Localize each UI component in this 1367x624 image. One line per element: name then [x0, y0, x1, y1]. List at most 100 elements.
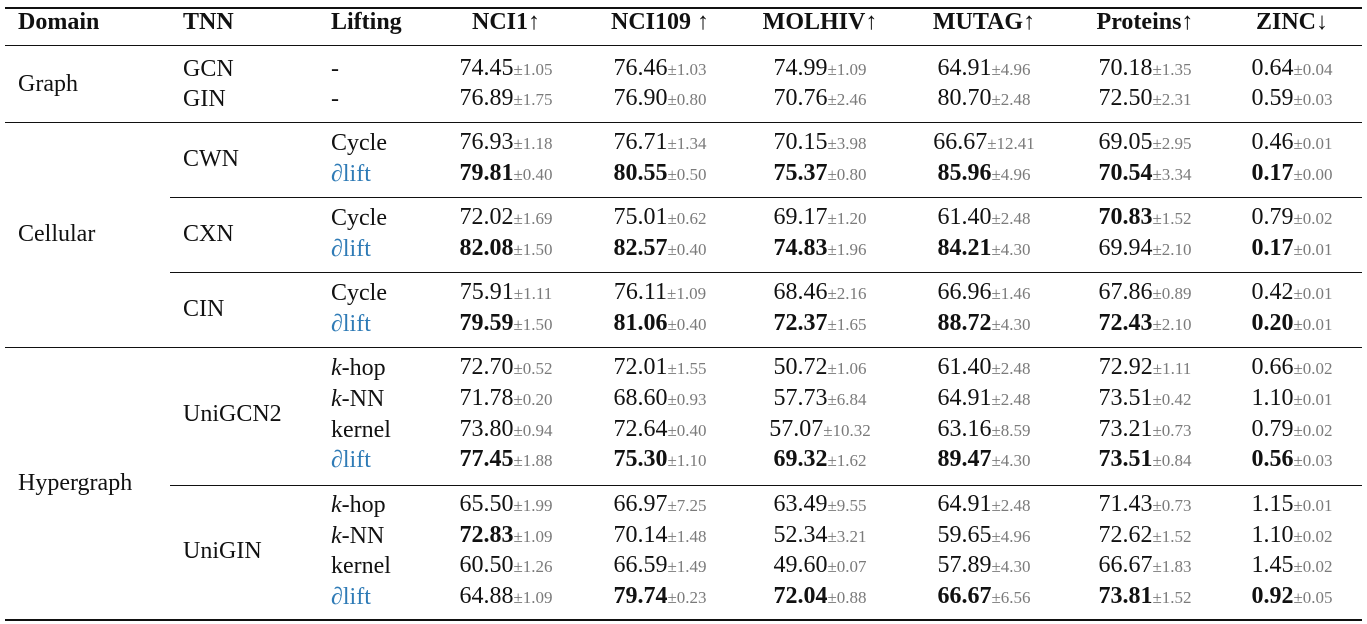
metric-cell: 63.16±8.59	[937, 415, 1030, 445]
lifting-variable: k	[331, 386, 342, 412]
metric-cell: 71.78±0.20	[459, 384, 552, 414]
metric-std: ±1.09	[827, 60, 867, 79]
metric-std: ±1.05	[513, 60, 553, 79]
metric-cell: 65.50±1.99	[459, 490, 552, 520]
metric-cell: 0.59±0.03	[1251, 84, 1332, 114]
column-header: NCI109 ↑	[610, 9, 710, 35]
metric-std: ±4.96	[991, 60, 1031, 79]
metric-std: ±0.02	[1293, 209, 1333, 228]
metric-mean: 61.40	[937, 354, 992, 380]
metric-std: ±0.40	[513, 165, 553, 184]
metric-std: ±0.89	[1152, 284, 1192, 303]
metric-mean: 88.72	[937, 310, 992, 336]
metric-std: ±4.96	[991, 165, 1031, 184]
lifting-cell: k-NN	[331, 385, 384, 413]
metric-cell: 57.73±6.84	[773, 384, 866, 414]
metric-mean: 70.15	[773, 129, 828, 155]
metric-std: ±0.04	[1293, 60, 1333, 79]
metric-std: ±2.16	[827, 284, 867, 303]
metric-mean: 69.32	[773, 446, 828, 472]
metric-std: ±2.48	[991, 359, 1031, 378]
metric-std: ±0.23	[667, 588, 707, 607]
metric-std: ±3.34	[1152, 165, 1192, 184]
metric-cell: 0.42±0.01	[1251, 278, 1332, 308]
metric-mean: 89.47	[937, 446, 992, 472]
metric-std: ±1.50	[513, 240, 553, 259]
metric-std: ±0.01	[1293, 390, 1333, 409]
metric-cell: 74.99±1.09	[773, 54, 866, 84]
metric-cell: 57.07±10.32	[769, 415, 871, 445]
metric-cell: 70.76±2.46	[773, 84, 866, 114]
metric-std: ±1.88	[513, 451, 553, 470]
metric-std: ±0.52	[513, 359, 553, 378]
metric-cell: 76.71±1.34	[613, 128, 706, 158]
metric-std: ±0.80	[827, 165, 867, 184]
lifting-label: ∂lift	[331, 161, 371, 187]
metric-std: ±1.46	[991, 284, 1031, 303]
metric-cell: 1.10±0.02	[1251, 521, 1332, 551]
metric-mean: 76.93	[459, 129, 514, 155]
metric-cell: 0.64±0.04	[1251, 54, 1332, 84]
metric-cell: 66.67±1.83	[1098, 551, 1191, 581]
domain-label: Cellular	[18, 220, 96, 247]
metric-std: ±8.59	[991, 421, 1031, 440]
metric-cell: 89.47±4.30	[937, 445, 1030, 475]
metric-std: ±4.30	[991, 240, 1031, 259]
metric-mean: 70.83	[1098, 204, 1153, 230]
metric-mean: 67.86	[1098, 279, 1153, 305]
metric-std: ±0.80	[667, 90, 707, 109]
tnn-label: CXN	[183, 220, 234, 247]
lifting-cell: k-NN	[331, 522, 384, 550]
metric-std: ±0.03	[1293, 90, 1333, 109]
metric-cell: 74.45±1.05	[459, 54, 552, 84]
metric-cell: 0.92±0.05	[1251, 582, 1332, 612]
metric-std: ±4.96	[991, 527, 1031, 546]
metric-cell: 49.60±0.07	[773, 551, 866, 581]
tnn-label: CIN	[183, 295, 225, 322]
metric-std: ±1.83	[1152, 557, 1192, 576]
metric-cell: 0.66±0.02	[1251, 353, 1332, 383]
metric-mean: 69.17	[773, 204, 828, 230]
tnn-label: GCN	[183, 56, 234, 82]
metric-mean: 75.30	[613, 446, 668, 472]
metric-std: ±1.99	[513, 496, 553, 515]
metric-std: ±1.52	[1152, 527, 1192, 546]
metric-mean: 84.21	[937, 235, 992, 261]
metric-mean: 85.96	[937, 160, 992, 186]
metric-mean: 72.50	[1098, 85, 1153, 111]
metric-mean: 64.91	[937, 55, 992, 81]
lifting-label: -	[331, 86, 339, 112]
metric-mean: 81.06	[613, 310, 668, 336]
metric-cell: 75.30±1.10	[613, 445, 706, 475]
metric-cell: 60.50±1.26	[459, 551, 552, 581]
metric-cell: 88.72±4.30	[937, 309, 1030, 339]
metric-std: ±2.48	[991, 496, 1031, 515]
metric-cell: 64.91±4.96	[937, 54, 1030, 84]
metric-mean: 66.96	[937, 279, 992, 305]
metric-std: ±0.42	[1152, 390, 1192, 409]
metric-std: ±10.32	[823, 421, 871, 440]
metric-mean: 52.34	[773, 522, 828, 548]
metric-mean: 73.51	[1098, 446, 1153, 472]
metric-cell: 68.60±0.93	[613, 384, 706, 414]
lifting-cell: Cycle	[331, 204, 387, 232]
metric-std: ±3.21	[827, 527, 867, 546]
metric-std: ±1.26	[513, 557, 553, 576]
metric-std: ±0.01	[1293, 284, 1333, 303]
metric-mean: 74.45	[459, 55, 514, 81]
metric-mean: 70.54	[1098, 160, 1153, 186]
lifting-cell: ∂lift	[331, 310, 371, 338]
metric-std: ±2.48	[991, 209, 1031, 228]
metric-cell: 1.10±0.01	[1251, 384, 1332, 414]
metric-mean: 76.89	[459, 85, 514, 111]
metric-std: ±1.09	[513, 527, 553, 546]
metric-cell: 72.01±1.55	[613, 353, 706, 383]
metric-mean: 72.92	[1098, 354, 1153, 380]
metric-std: ±1.34	[667, 134, 707, 153]
metric-mean: 70.18	[1098, 55, 1153, 81]
lifting-label: ∂lift	[331, 311, 371, 337]
metric-mean: 80.55	[613, 160, 668, 186]
metric-cell: 59.65±4.96	[937, 521, 1030, 551]
metric-mean: 73.81	[1098, 583, 1153, 609]
metric-std: ±0.73	[1152, 496, 1192, 515]
